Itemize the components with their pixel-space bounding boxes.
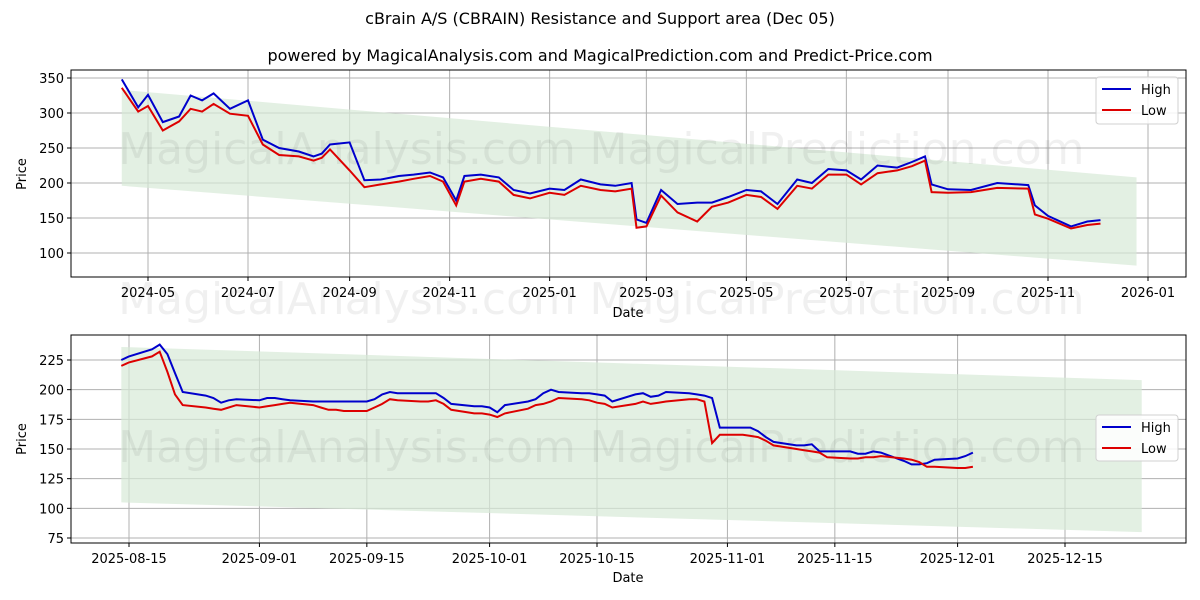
- y-tick-label: 100: [39, 502, 64, 517]
- bottom-resistance-support-band: [121, 346, 1142, 533]
- bottom-watermarks: MagicalAnalysis.com MagicalPrediction.com: [118, 422, 1084, 473]
- x-tick-label: 2026-01: [1121, 286, 1175, 301]
- bottom-high-line: [120, 343, 974, 466]
- x-tick-label: 2025-12-15: [1027, 552, 1103, 567]
- x-tick-label: 2025-07: [819, 286, 873, 301]
- y-tick-label: 200: [39, 177, 64, 192]
- bottom-ticks: 2025-08-15 2025-09-01 2025-09-15 2025-10-01…: [39, 354, 1103, 567]
- x-tick-label: 2024-09: [322, 286, 376, 301]
- x-tick-label: 2024-11: [422, 286, 476, 301]
- x-tick-label: 2025-12-01: [920, 552, 996, 567]
- y-tick-label: 175: [39, 413, 64, 428]
- watermark-text: MagicalPrediction.com: [590, 422, 1085, 473]
- top-legend: High Low: [1095, 76, 1179, 125]
- bottom-x-axis-label: Date: [612, 571, 643, 586]
- x-tick-label: 2024-05: [121, 286, 175, 301]
- x-tick-label: 2025-05: [719, 286, 773, 301]
- legend-low-label: Low: [1141, 104, 1167, 119]
- top-ticks: 2024-05 2024-07 2024-09 2024-11 2025-01 2025-…: [39, 72, 1175, 301]
- top-x-axis-label: Date: [612, 306, 643, 321]
- top-chart: MagicalAnalysis.com MagicalPrediction.com…: [15, 69, 1187, 325]
- y-tick-label: 225: [39, 354, 64, 369]
- y-tick-label: 150: [39, 212, 64, 227]
- bottom-axes-frame: [70, 334, 1187, 544]
- bottom-low-line: [120, 350, 974, 469]
- top-axes-frame: [70, 69, 1187, 278]
- x-tick-label: 2025-09-01: [222, 552, 298, 567]
- x-tick-label: 2025-10-15: [559, 552, 635, 567]
- watermark-text: MagicalPrediction.com: [590, 274, 1085, 325]
- y-tick-label: 300: [39, 107, 64, 122]
- x-tick-label: 2024-07: [221, 286, 275, 301]
- legend-high-label: High: [1141, 421, 1171, 436]
- x-tick-label: 2025-09: [921, 286, 975, 301]
- x-tick-label: 2025-09-15: [329, 552, 405, 567]
- bottom-chart: MagicalAnalysis.com MagicalPrediction.com…: [15, 334, 1187, 586]
- y-tick-label: 100: [39, 247, 64, 262]
- legend-high-label: High: [1141, 83, 1171, 98]
- top-y-axis-label: Price: [15, 158, 30, 190]
- bottom-y-axis-label: Price: [15, 423, 30, 455]
- y-tick-label: 200: [39, 384, 64, 399]
- x-tick-label: 2025-01: [522, 286, 576, 301]
- top-resistance-support-band: [121, 89, 1137, 266]
- x-tick-label: 2025-03: [619, 286, 673, 301]
- x-tick-label: 2025-11: [1021, 286, 1075, 301]
- x-tick-label: 2025-10-01: [452, 552, 528, 567]
- watermark-text: MagicalPrediction.com: [590, 124, 1085, 175]
- legend-low-label: Low: [1141, 442, 1167, 457]
- y-tick-label: 250: [39, 142, 64, 157]
- chart-subtitle: powered by MagicalAnalysis.com and Magic…: [267, 46, 933, 65]
- y-tick-label: 125: [39, 473, 64, 488]
- y-tick-label: 75: [47, 532, 64, 547]
- top-low-line: [120, 87, 1101, 230]
- x-tick-label: 2025-11-15: [797, 552, 873, 567]
- watermark-text: MagicalAnalysis.com: [118, 274, 576, 325]
- chart-title: cBrain A/S (CBRAIN) Resistance and Suppo…: [365, 9, 835, 28]
- x-tick-label: 2025-08-15: [91, 552, 167, 567]
- y-tick-label: 350: [39, 72, 64, 87]
- top-high-line: [120, 78, 1101, 228]
- x-tick-label: 2025-11-01: [690, 552, 766, 567]
- y-tick-label: 150: [39, 443, 64, 458]
- bottom-legend: High Low: [1095, 414, 1179, 462]
- watermark-text: MagicalAnalysis.com: [118, 422, 576, 473]
